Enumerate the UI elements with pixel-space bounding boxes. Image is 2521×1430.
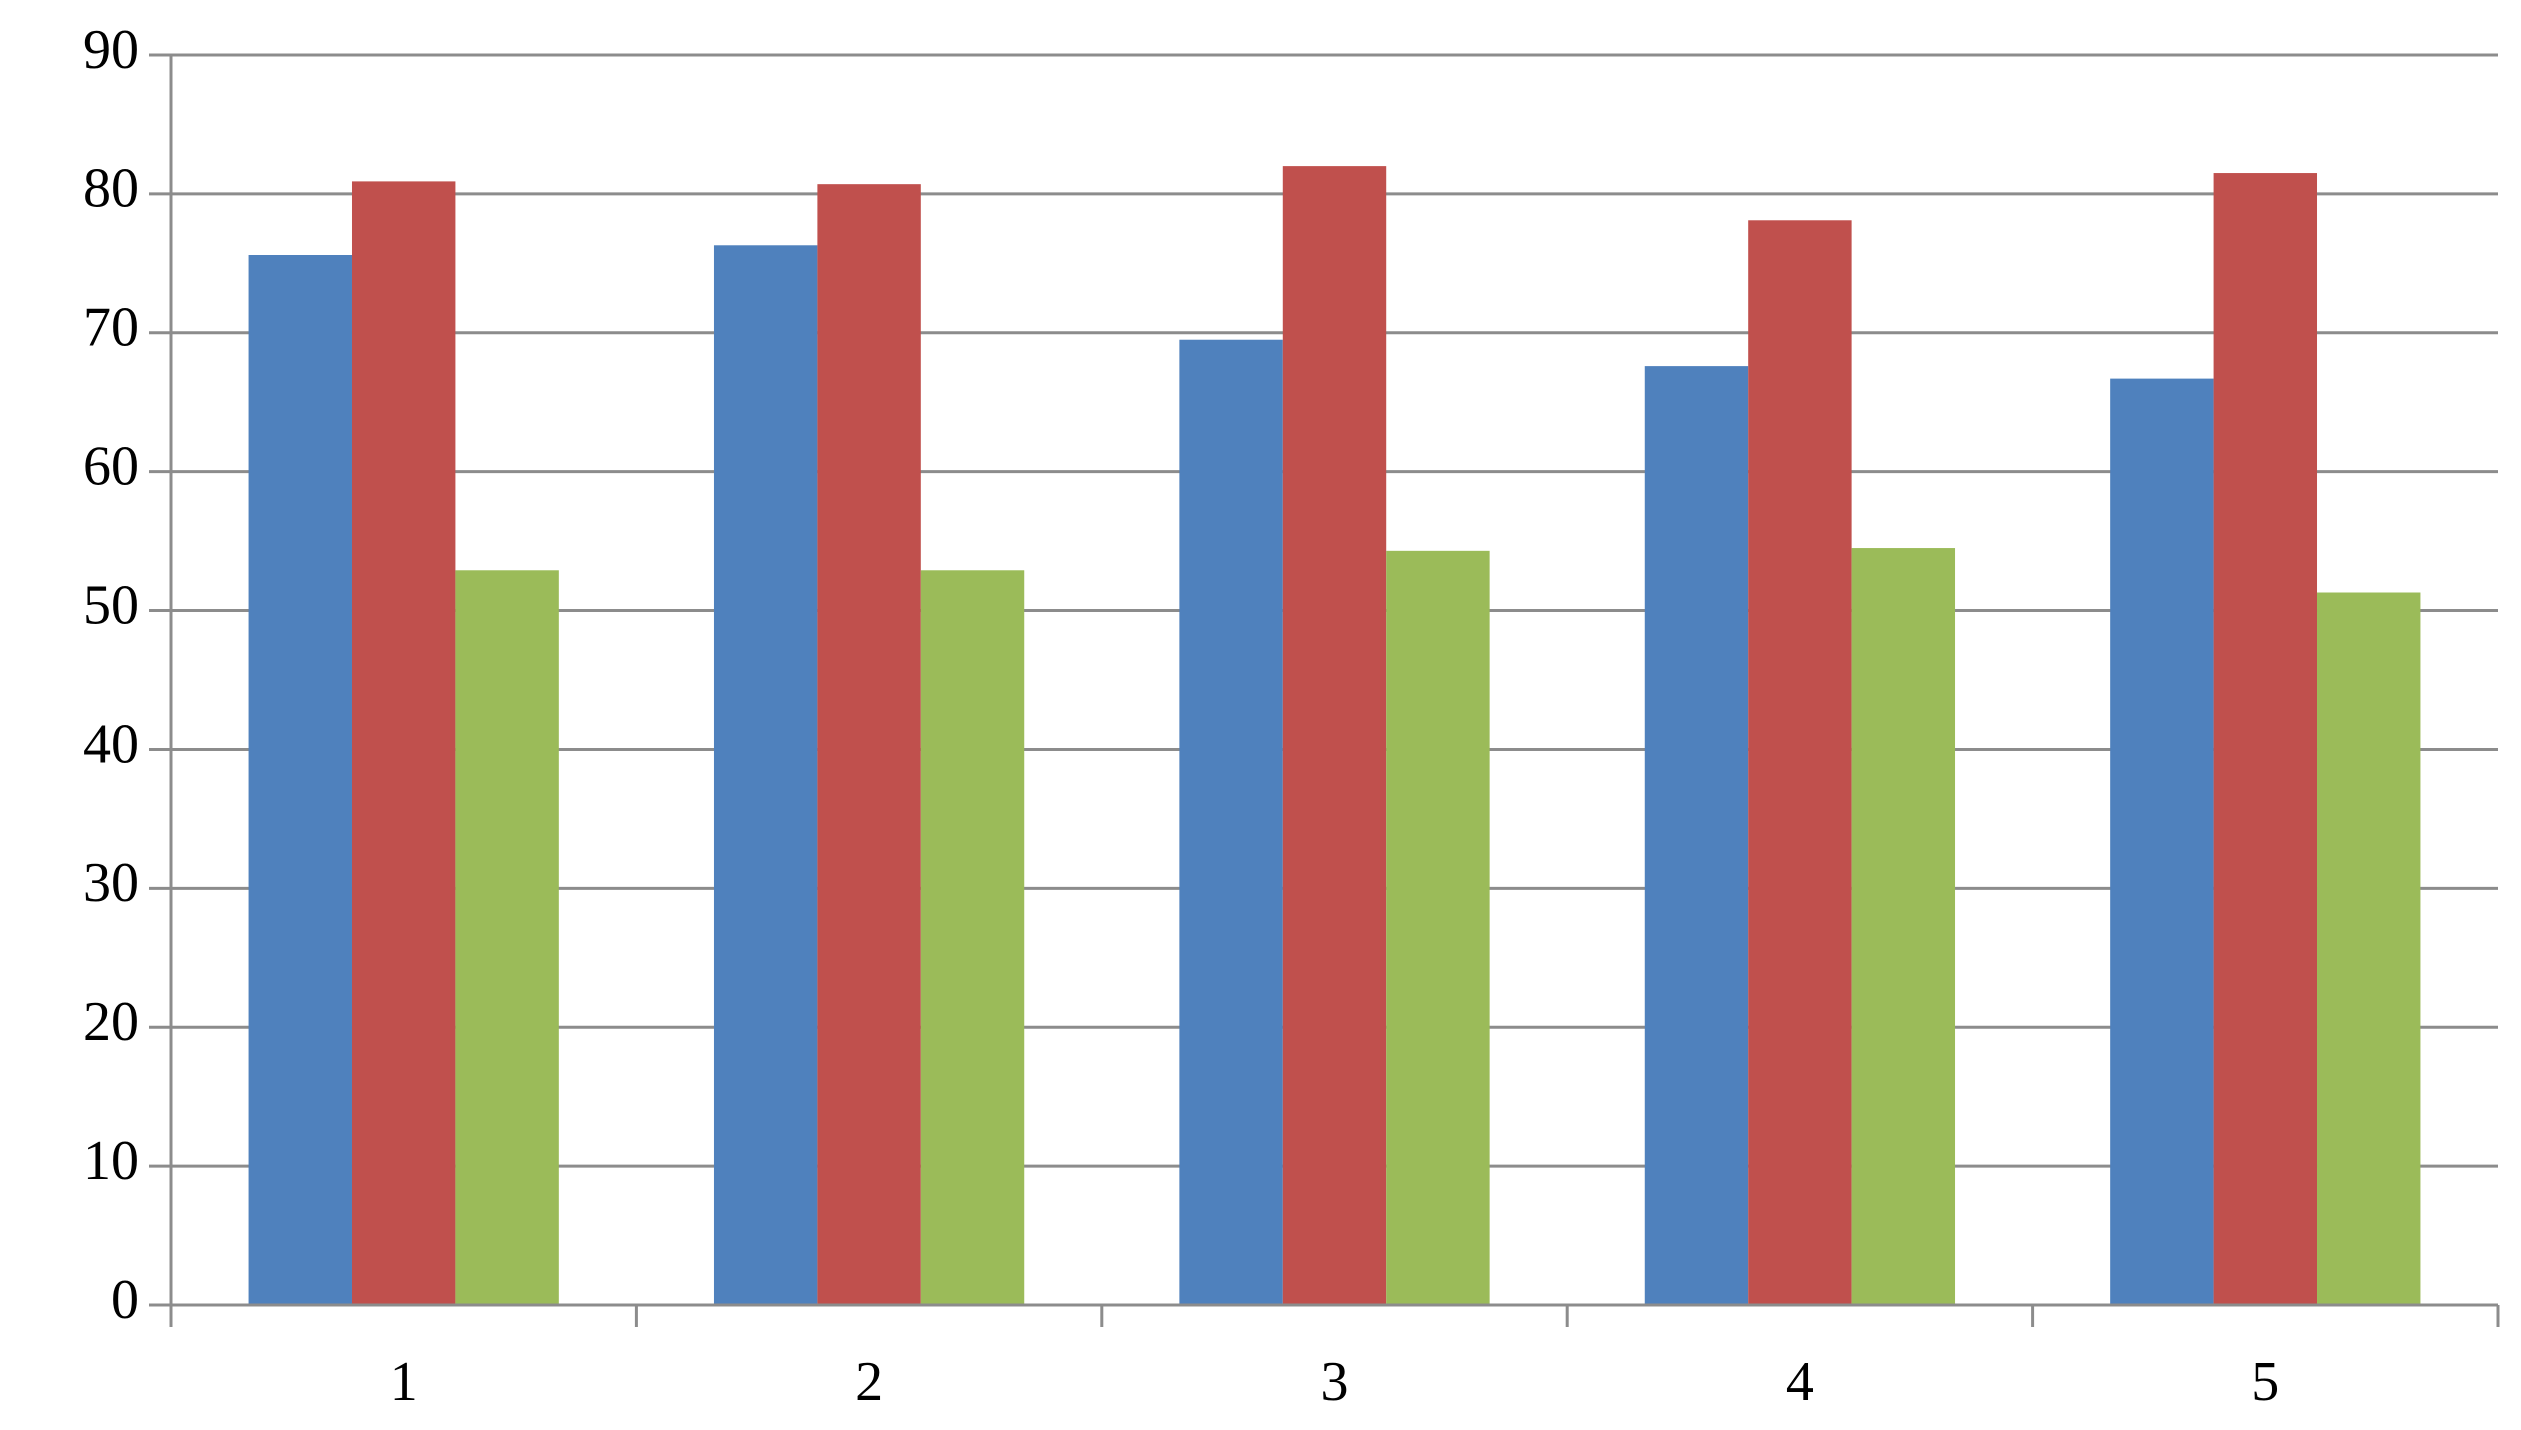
y-tick-label: 0: [111, 1269, 139, 1331]
bar: [1179, 339, 1283, 1305]
bar: [817, 184, 921, 1306]
bar: [351, 181, 456, 1305]
bar: [248, 255, 352, 1305]
y-tick-label: 70: [83, 297, 139, 359]
bar: [2213, 173, 2318, 1306]
y-tick-label: 20: [83, 991, 139, 1053]
bar: [1644, 366, 1749, 1306]
y-tick-label: 40: [83, 713, 139, 775]
y-tick-label: 80: [83, 158, 139, 220]
y-tick-label: 50: [83, 574, 139, 636]
x-tick-label: 5: [2251, 1351, 2279, 1413]
bar: [1748, 220, 1852, 1305]
x-tick-label: 2: [855, 1351, 883, 1413]
bar: [1282, 166, 1387, 1306]
x-tick-label: 1: [390, 1351, 418, 1413]
bar: [713, 245, 818, 1305]
x-tick-label: 3: [1321, 1351, 1349, 1413]
x-tick-label: 4: [1786, 1351, 1814, 1413]
y-tick-label: 30: [83, 852, 139, 914]
bar: [2317, 592, 2421, 1305]
y-tick-label: 10: [83, 1130, 139, 1192]
bar: [1386, 550, 1490, 1305]
y-tick-label: 60: [83, 436, 139, 498]
bar: [920, 570, 1025, 1305]
y-tick-label: 90: [83, 19, 139, 81]
bar: [1851, 548, 1956, 1305]
bar: [2110, 378, 2214, 1306]
bar: [455, 570, 559, 1305]
